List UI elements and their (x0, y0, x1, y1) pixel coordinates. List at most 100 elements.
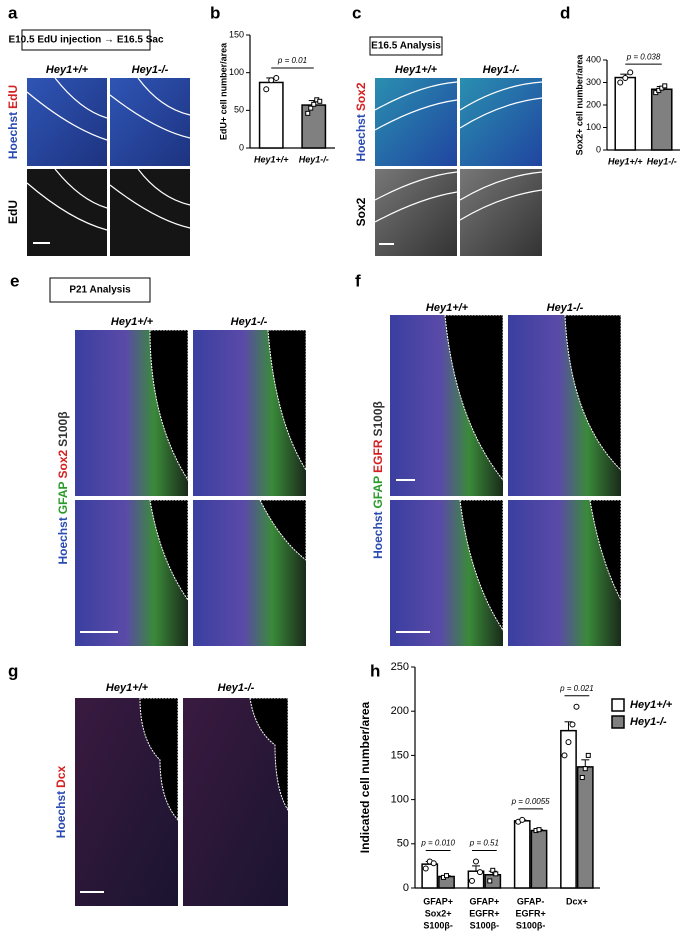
y-tick-label: 200 (391, 705, 409, 717)
x-tick-label: Hey1+/+ (608, 156, 643, 166)
column-header: Hey1-/- (483, 64, 520, 76)
y-tick-label: 150 (391, 749, 409, 761)
data-point (490, 867, 496, 873)
x-tick-label: Hey1-/- (647, 156, 677, 166)
row-label-word: Sox2 (354, 197, 368, 226)
row-label-word: S100β (56, 411, 70, 446)
data-point (308, 105, 314, 111)
data-point (582, 766, 588, 772)
data-point (311, 101, 317, 107)
row-label-word: Sox2 (56, 450, 70, 479)
data-point (273, 74, 280, 81)
row-label-word: S100β (371, 401, 385, 436)
column-header: Hey1+/+ (111, 316, 154, 328)
data-point (662, 83, 668, 89)
panel-letter: h (370, 661, 380, 680)
bar (530, 829, 548, 889)
column-header: Hey1-/- (231, 316, 268, 328)
legend-label: Hey1-/- (630, 716, 667, 728)
row-label-word: Hoechst (371, 512, 385, 559)
image (375, 169, 457, 256)
x-tick-label: GFAP+ (423, 896, 453, 906)
y-tick-label: 100 (586, 122, 601, 132)
column-header: Hey1-/- (547, 302, 584, 314)
y-tick-label: 100 (229, 67, 244, 77)
row-label-word: EdU (6, 200, 20, 224)
panel-letter: a (8, 3, 18, 22)
bar (614, 76, 637, 151)
legend-label: Hey1+/+ (630, 699, 673, 711)
x-tick-label: Hey1-/- (299, 154, 329, 164)
data-point (476, 869, 483, 876)
y-tick-label: 50 (234, 105, 244, 115)
bar (258, 81, 284, 149)
bar (576, 766, 594, 889)
box-text: E16.5 Analysis (371, 41, 441, 52)
row-label-word: Dcx (54, 765, 68, 787)
row-label-word: Hoechst (354, 114, 368, 161)
row-label-word: Hoechst (54, 791, 68, 838)
panel-letter: d (560, 3, 570, 22)
data-point (585, 752, 591, 758)
column-header: Hey1-/- (218, 682, 255, 694)
data-point (573, 703, 580, 710)
bar (650, 88, 673, 151)
data-point (444, 873, 450, 879)
image (375, 78, 457, 166)
data-point (561, 752, 568, 759)
annotation: p = 0.51 (469, 839, 499, 848)
scale-bars (33, 242, 430, 893)
data-point (565, 739, 572, 746)
data-point (268, 77, 275, 84)
row-label-word: Hoechst (56, 517, 70, 564)
data-point (430, 860, 437, 867)
row-label: Sox2 (354, 197, 368, 226)
x-tick-label: Sox2+ (425, 908, 452, 918)
x-tick-label: GFAP- (517, 896, 545, 906)
x-tick-label: S100β- (423, 920, 453, 930)
y-tick-label: 100 (391, 794, 409, 806)
data-point (617, 79, 624, 86)
column-header: Hey1+/+ (395, 64, 438, 76)
row-label: Hoechst GFAP EGFR S100β (371, 401, 385, 559)
column-header: Hey1+/+ (46, 64, 89, 76)
column-header: Hey1-/- (132, 64, 169, 76)
y-tick-label: 0 (596, 144, 601, 154)
data-point (569, 721, 576, 728)
x-tick-label: Hey1+/+ (254, 154, 289, 164)
column-header: Hey1+/+ (426, 302, 469, 314)
data-point (468, 877, 475, 884)
row-label-word: Sox2 (354, 82, 368, 111)
x-tick-label: Dcx+ (566, 896, 588, 906)
box-text: E10.5 EdU injection → E16.5 Sac (8, 35, 164, 46)
row-label-word: EGFR (371, 439, 385, 473)
boundary (374, 81, 543, 223)
y-axis-label: EdU+ cell number/area (218, 42, 228, 140)
label-box (369, 36, 443, 56)
label-box (21, 29, 151, 51)
column-header: Hey1+/+ (106, 682, 149, 694)
lumen (444, 314, 622, 632)
row-label-word: Hoechst (6, 112, 20, 159)
legend-swatch (611, 698, 625, 712)
image (460, 78, 542, 166)
panel-letter: b (210, 3, 220, 22)
x-tick-label: S100β- (516, 920, 546, 930)
data-point (422, 865, 429, 872)
y-tick-label: 250 (391, 661, 409, 673)
row-label-word: GFAP (371, 476, 385, 509)
x-tick-label: GFAP+ (469, 896, 499, 906)
y-tick-label: 0 (403, 882, 409, 894)
panel-letter: c (352, 3, 361, 22)
data-point (472, 858, 479, 865)
annotation: p = 0.0055 (511, 797, 551, 806)
y-tick-label: 300 (586, 77, 601, 87)
data-point (305, 110, 311, 116)
boundary (26, 77, 191, 231)
annotation: p = 0.021 (559, 684, 594, 693)
y-tick-label: 150 (229, 29, 244, 39)
row-label: Hoechst GFAP Sox2 S100β (56, 411, 70, 564)
row-label: Hoechst Dcx (54, 765, 68, 838)
annotation: p = 0.010 (420, 839, 455, 848)
